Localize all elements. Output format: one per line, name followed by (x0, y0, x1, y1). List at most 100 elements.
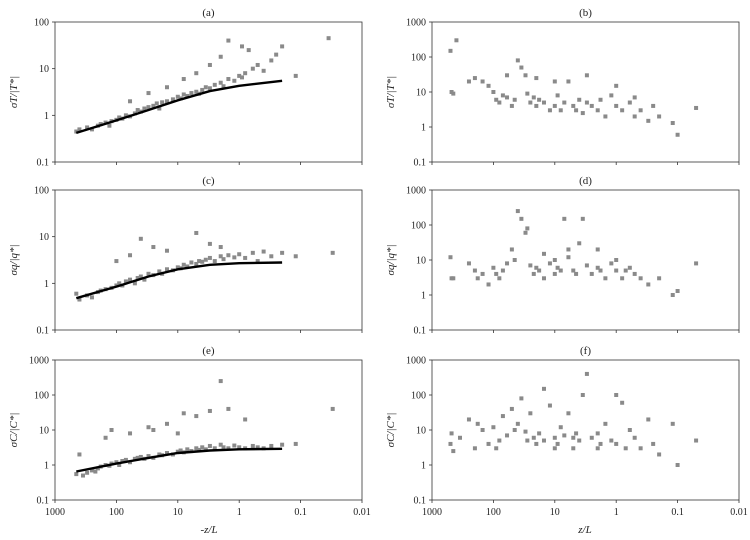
data-point (454, 38, 459, 43)
data-point (250, 66, 255, 71)
data-point (475, 276, 480, 281)
data-point (146, 425, 151, 430)
y-tick-label: 100 (411, 53, 426, 64)
data-point (151, 428, 156, 432)
data-point (491, 90, 496, 94)
data-point (598, 97, 603, 102)
data-point (566, 255, 571, 260)
data-point (293, 254, 298, 259)
data-point (255, 62, 260, 67)
data-point (620, 108, 625, 113)
data-point (200, 87, 205, 92)
y-tick-label: 1000 (406, 18, 426, 29)
data-point (218, 54, 223, 59)
data-point (80, 473, 85, 478)
x-tick-label: 100 (486, 507, 501, 518)
data-point (547, 261, 552, 266)
data-point (472, 76, 477, 81)
data-point (614, 268, 619, 273)
data-point (577, 241, 582, 246)
data-point (491, 425, 496, 430)
data-point (218, 379, 223, 384)
data-point (89, 468, 94, 473)
data-point (132, 281, 137, 286)
data-point (523, 230, 528, 235)
data-point (577, 97, 582, 102)
data-point (534, 265, 539, 270)
data-point (326, 36, 331, 41)
data-point (512, 258, 517, 262)
data-point (89, 295, 94, 300)
data-point (74, 129, 79, 134)
data-point (486, 441, 491, 446)
panel-d: (d) 0.1 1 10 100 1000 σq/|q*| (385, 175, 740, 337)
data-point (694, 438, 699, 443)
data-point (627, 428, 632, 432)
data-point (534, 103, 539, 108)
data-point (547, 108, 552, 113)
x-tick-label: 1000 (45, 507, 65, 518)
data-point (185, 93, 190, 98)
data-point (505, 73, 510, 78)
panel-c: (c) 0.1 1 10 100 σq/|q*| (8, 175, 363, 337)
data-point (466, 417, 471, 422)
data-point (160, 100, 165, 105)
data-point (240, 75, 245, 80)
data-point (632, 435, 637, 440)
data-point (246, 48, 251, 53)
y-tick-label: 0.1 (414, 326, 427, 337)
panel-title: (d) (579, 175, 592, 187)
data-point (197, 447, 202, 452)
data-point (603, 276, 608, 281)
data-point (103, 435, 108, 440)
data-point (623, 268, 628, 273)
y-tick-label: 1000 (406, 186, 426, 197)
data-point (212, 446, 217, 451)
data-point (250, 443, 255, 448)
data-point (574, 271, 579, 276)
data-point (200, 445, 205, 450)
data-point (555, 441, 560, 446)
data-point (632, 271, 637, 276)
data-point (552, 435, 557, 440)
data-point (221, 445, 226, 450)
data-point (528, 100, 533, 105)
data-point (675, 463, 680, 467)
data-point (512, 428, 517, 432)
data-point (675, 289, 680, 294)
data-point (178, 448, 183, 453)
data-point (280, 442, 285, 447)
data-point (226, 77, 231, 82)
data-point (500, 414, 505, 419)
panel-title: (e) (202, 345, 215, 357)
data-point (494, 97, 499, 102)
data-point (218, 442, 223, 447)
data-point (218, 245, 223, 250)
data-point (598, 441, 603, 446)
data-point (614, 103, 619, 108)
data-point (466, 261, 471, 266)
data-point (138, 274, 143, 279)
data-point (541, 100, 546, 105)
data-point (589, 435, 594, 440)
data-point (515, 421, 520, 426)
data-point (638, 276, 643, 281)
data-point (135, 276, 140, 281)
data-point (595, 108, 600, 113)
data-point (589, 271, 594, 276)
data-point (138, 236, 143, 241)
data-point (638, 108, 643, 113)
y-tick-label: 10 (416, 88, 426, 99)
y-tick-label: 1000 (406, 356, 426, 367)
data-point (547, 403, 552, 408)
data-point (157, 452, 162, 457)
data-point (120, 459, 125, 464)
data-point (632, 95, 637, 100)
data-point (555, 93, 560, 98)
y-axis-title: σC/|C*| (385, 413, 397, 448)
data-point (117, 463, 122, 467)
data-point (330, 250, 335, 255)
data-point (638, 446, 643, 451)
data-point (670, 293, 675, 297)
panel-title: (f) (580, 345, 591, 357)
